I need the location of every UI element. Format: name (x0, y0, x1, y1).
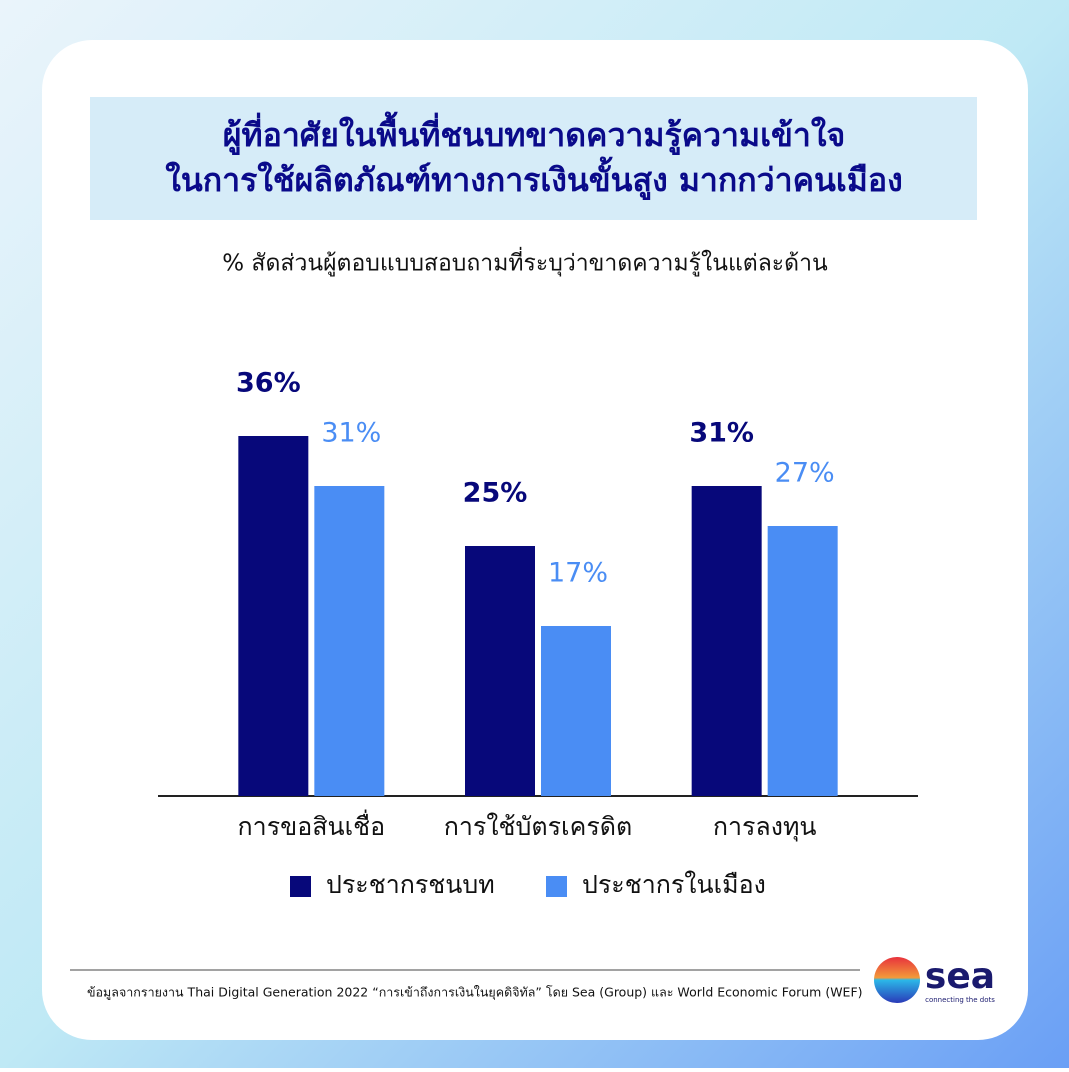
value-label: 27% (775, 458, 835, 489)
title-line: ในการใช้ผลิตภัณฑ์ทางการเงินขั้นสูง มากกว… (165, 156, 902, 201)
logo-tagline: connecting the dots (925, 996, 995, 1004)
value-label: 17% (548, 558, 608, 589)
x-tick-label: การลงทุน (713, 812, 817, 842)
value-label: 31% (689, 418, 754, 449)
legend-swatch (546, 876, 567, 897)
x-tick-label: การใช้บัตรเครดิต (444, 812, 632, 841)
bar (541, 626, 611, 796)
value-label: 36% (236, 368, 301, 399)
legend-swatch (290, 876, 311, 897)
logo-text: sea (925, 956, 995, 997)
bar (238, 436, 309, 796)
legend-label: ประชากรในเมือง (582, 870, 766, 899)
legend-label: ประชากรชนบท (326, 870, 495, 899)
value-label: 31% (321, 418, 381, 449)
title-line: ผู้ที่อาศัยในพื้นที่ชนบทขาดความรู้ความเข… (223, 111, 846, 156)
title-box (90, 97, 977, 220)
bar (691, 486, 762, 796)
x-tick-label: การขอสินเชื่อ (238, 809, 386, 841)
bar (767, 526, 838, 796)
subtitle: % สัดส่วนผู้ตอบแบบสอบถามที่ระบุว่าขาดควา… (222, 247, 828, 277)
logo-mark (874, 957, 920, 1003)
bar (465, 546, 535, 796)
value-label: 25% (463, 478, 528, 509)
bar (314, 486, 385, 796)
source-note: ข้อมูลจากรายงาน Thai Digital Generation … (87, 985, 863, 1001)
